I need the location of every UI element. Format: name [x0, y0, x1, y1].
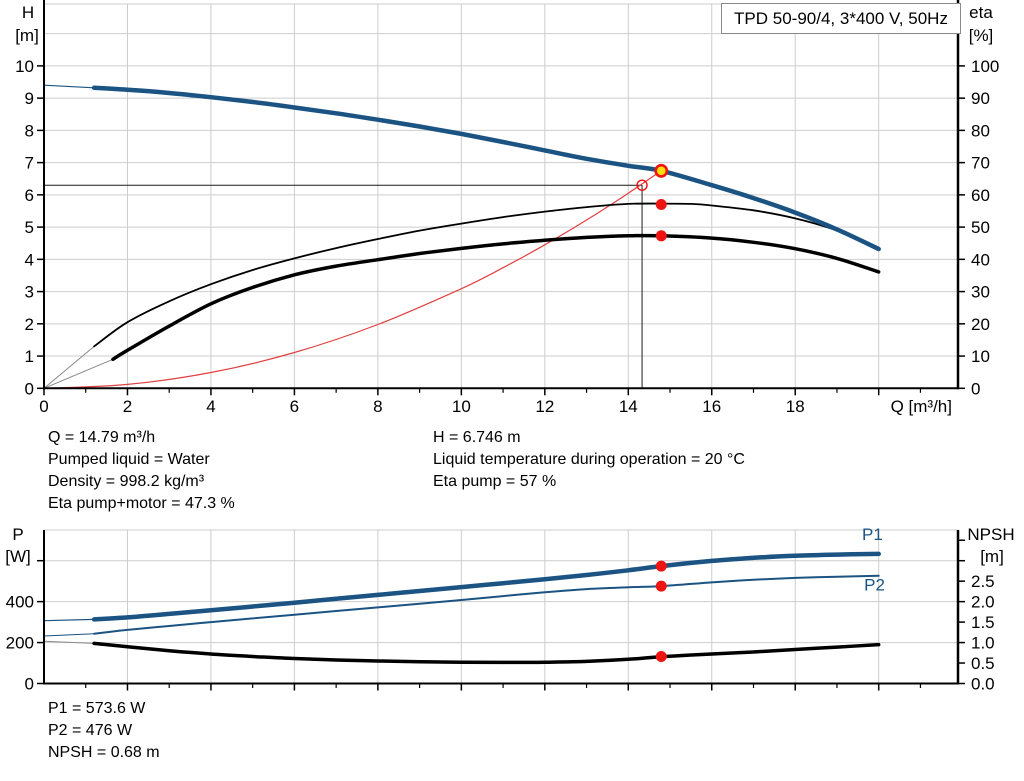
right-tick-label: 50: [971, 218, 990, 237]
right-tick-label: 1.0: [971, 634, 995, 653]
x-tick-label: 12: [535, 397, 554, 416]
info-pumped-liquid: Pumped liquid = Water: [48, 451, 210, 468]
info-p1: P1 = 573.6 W: [48, 700, 146, 717]
p2-curve-label: P2: [864, 575, 885, 594]
axis-unit-label: [W]: [5, 547, 31, 566]
right-tick-label: 40: [971, 250, 990, 269]
p1-curve: [43, 551, 881, 622]
right-tick-label: 10: [971, 347, 990, 366]
info-eta-pump-motor: Eta pump+motor = 47.3 %: [48, 495, 235, 512]
right-tick-label: 1.5: [971, 613, 995, 632]
eta-pump-duty-marker: [655, 199, 667, 211]
right-tick-label: 20: [971, 315, 990, 334]
axis-unit-label: H: [22, 3, 34, 22]
duty-info-right: H = 6.746 m Liquid temperature during op…: [433, 427, 745, 493]
info-flow: Q = 14.79 m³/h: [48, 429, 156, 446]
info-npsh: NPSH = 0.68 m: [48, 744, 160, 761]
x-tick-label: 6: [290, 397, 299, 416]
info-eta-pump: Eta pump = 57 %: [433, 473, 557, 490]
axis-unit-label: [%]: [969, 26, 994, 45]
right-tick-label: 0: [971, 379, 980, 398]
duty-info-left: Q = 14.79 m³/h Pumped liquid = Water Den…: [48, 427, 235, 515]
npsh-curve-lead-in: [43, 640, 95, 644]
hq-eta-chart: 0 2 4 6 8 10 12 14 16 180123456789100102030405060…: [15, 0, 999, 416]
npsh-curve: [43, 640, 881, 665]
info-head: H = 6.746 m: [433, 429, 521, 446]
axis-unit-label: eta: [969, 3, 993, 22]
x-tick-label: 4: [206, 397, 215, 416]
right-tick-label: 80: [971, 121, 990, 140]
x-tick-label: 16: [702, 397, 721, 416]
system-curve: [43, 170, 662, 389]
axis-unit-label: NPSH: [967, 525, 1014, 544]
left-tick-label: 0: [25, 675, 34, 694]
right-tick-label: 2.0: [971, 593, 995, 612]
x-tick-label: 18: [786, 397, 805, 416]
right-tick-label: 2.5: [971, 572, 995, 591]
axis-unit-label: [m]: [15, 26, 39, 45]
left-tick-label: 3: [25, 283, 34, 302]
duty-crosshair: [44, 184, 643, 389]
x-tick-label: 2: [123, 397, 132, 416]
axis-unit-label: [m]: [980, 547, 1004, 566]
x-tick-label: 8: [373, 397, 382, 416]
p2-duty-marker: [655, 580, 667, 592]
p1-curve-lead-in: [43, 618, 95, 622]
right-tick-label: 70: [971, 154, 990, 173]
p2-curve: [43, 574, 880, 637]
power-npsh-chart: 0 200 400 0.0 0.51.0 1.52.0 2.5 P [W] NPSH [m] P1 P2: [5, 525, 1014, 694]
eta-pump-curve: [43, 202, 880, 389]
x-tick-label: 0: [39, 397, 48, 416]
info-p2: P2 = 476 W: [48, 722, 133, 739]
left-tick-label: 4: [25, 250, 34, 269]
left-tick-label: 6: [25, 186, 34, 205]
axes: [37, 0, 965, 396]
left-tick-label: 7: [25, 154, 34, 173]
x-tick-label: 10: [452, 397, 471, 416]
eta-pump-motor-duty-marker: [655, 230, 667, 242]
right-tick-label: 60: [971, 186, 990, 205]
x-tick-label: 14: [619, 397, 638, 416]
right-tick-label: 0.0: [971, 675, 995, 694]
right-tick-label: 0.5: [971, 654, 995, 673]
pump-type-title: TPD 50-90/4, 3*400 V, 50Hz: [734, 8, 948, 28]
p2-curve-lead-in: [43, 633, 95, 637]
left-tick-label: 1: [25, 347, 34, 366]
right-tick-label: 90: [971, 89, 990, 108]
left-tick-label: 200: [6, 634, 34, 653]
axes: [37, 530, 965, 691]
axis-unit-label: P: [12, 525, 23, 544]
right-tick-label: 30: [971, 283, 990, 302]
p1-curve-label: P1: [862, 525, 883, 544]
pump-curve: [43, 84, 881, 252]
left-tick-label: 400: [6, 593, 34, 612]
info-liquid-temperature: Liquid temperature during operation = 20…: [433, 451, 745, 468]
eta-pump-motor-curve: [43, 233, 881, 389]
left-tick-label: 8: [25, 121, 34, 140]
chart-title-box: TPD 50-90/4, 3*400 V, 50Hz: [721, 3, 961, 34]
p1-duty-marker: [655, 560, 667, 572]
left-tick-label: 5: [25, 218, 34, 237]
gridlines: [43, 3, 959, 389]
requested-duty-point: [636, 179, 648, 191]
left-tick-label: 0: [25, 379, 34, 398]
left-tick-label: 10: [15, 57, 34, 76]
power-info: P1 = 573.6 W P2 = 476 W NPSH = 0.68 m: [48, 698, 160, 764]
duty-point: [654, 163, 669, 178]
right-tick-label: 100: [971, 57, 999, 76]
eta-pump-curve-lead-in: [43, 346, 95, 389]
left-tick-label: 9: [25, 89, 34, 108]
pump-curve-lead-in: [43, 84, 95, 89]
left-tick-label: 2: [25, 315, 34, 334]
npsh-duty-marker: [655, 650, 667, 662]
info-density: Density = 998.2 kg/m³: [48, 473, 205, 490]
eta-pump-motor-curve-lead-in: [43, 358, 114, 389]
x-axis-title: Q [m³/h]: [891, 397, 952, 416]
